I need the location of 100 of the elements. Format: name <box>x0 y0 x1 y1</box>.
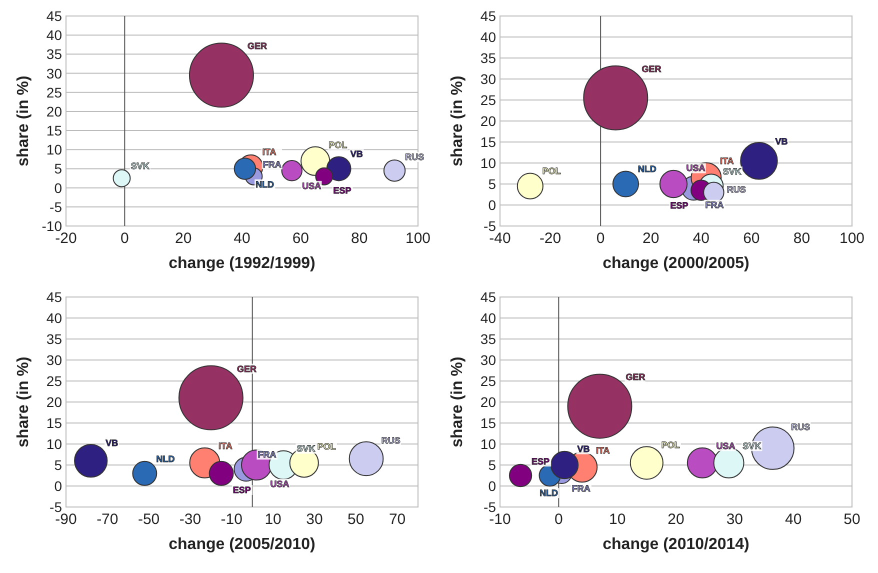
y-tick-label: 15 <box>480 415 496 431</box>
y-tick-label: 15 <box>46 415 62 431</box>
y-tick-label: 40 <box>480 29 496 45</box>
x-tick-label: 80 <box>793 230 810 247</box>
series-label: RUS <box>381 436 400 446</box>
x-tick-label: 60 <box>292 230 310 247</box>
x-tick-label: 0 <box>596 230 605 247</box>
y-tick-label: 0 <box>488 478 496 494</box>
series-label: GER <box>642 64 662 74</box>
y-axis-title: share (in %) <box>449 356 466 448</box>
x-tick-label: 30 <box>306 511 323 528</box>
series-label: POL <box>542 166 562 176</box>
y-tick-label: -5 <box>484 499 496 515</box>
series-label: ITA <box>596 445 610 456</box>
series-label: RUS <box>726 184 746 194</box>
series-label: ITA <box>262 147 277 158</box>
x-tick-label: 70 <box>388 511 406 528</box>
y-tick-label: 30 <box>480 352 496 368</box>
y-tick-label: 25 <box>46 373 62 389</box>
y-tick-label: 10 <box>46 142 62 158</box>
y-tick-label: 20 <box>480 394 496 410</box>
y-tick-label: 45 <box>46 8 62 24</box>
series-label: RUS <box>405 152 424 162</box>
series-label: FRA <box>572 484 591 494</box>
y-tick-label: 25 <box>480 373 496 389</box>
x-tick-label: 100 <box>405 230 431 247</box>
x-axis-title: change (1992/1999) <box>168 255 316 272</box>
y-tick-label: 20 <box>46 394 62 410</box>
y-axis-title: share (in %) <box>449 76 466 166</box>
series-label: POL <box>661 440 680 450</box>
x-tick-label: 20 <box>668 511 684 528</box>
series-label: USA <box>270 478 290 489</box>
series-label: VB <box>577 444 590 454</box>
x-tick-label: 40 <box>692 230 710 247</box>
x-tick-label: 40 <box>234 230 250 247</box>
y-tick-label: 0 <box>54 180 62 196</box>
y-tick-label: 45 <box>480 8 496 24</box>
series-label: NLD <box>156 454 176 464</box>
x-tick-label: -70 <box>96 511 118 528</box>
series-label: ITA <box>720 156 734 166</box>
series-label: GER <box>248 41 268 52</box>
y-tick-label: 5 <box>488 457 496 473</box>
y-tick-label: 10 <box>46 436 62 452</box>
series-label: FRA <box>262 159 282 170</box>
x-tick-label: 20 <box>174 230 192 247</box>
x-axis-title: change (2005/2010) <box>168 536 316 553</box>
y-tick-label: 45 <box>46 289 62 305</box>
x-tick-label: 10 <box>608 511 626 528</box>
y-tick-label: 30 <box>480 71 496 87</box>
series-label: NLD <box>540 488 559 498</box>
y-axis-title: share (in %) <box>15 76 32 166</box>
y-tick-label: -5 <box>50 198 62 215</box>
y-tick-label: 10 <box>480 436 496 452</box>
x-tick-label: 0 <box>120 230 129 247</box>
y-tick-label: 25 <box>46 84 62 100</box>
x-tick-label: 50 <box>844 511 860 528</box>
y-tick-label: 35 <box>480 331 496 347</box>
x-tick-label: -30 <box>179 511 202 528</box>
series-label: USA <box>302 180 322 191</box>
series-label: SVK <box>742 441 762 452</box>
y-tick-label: 0 <box>54 478 62 494</box>
series-label: ESP <box>670 200 688 211</box>
y-tick-label: 5 <box>54 457 62 473</box>
series-label: POL <box>317 442 336 452</box>
x-tick-label: -50 <box>138 511 160 528</box>
y-tick-label: 40 <box>46 310 62 326</box>
series-label: NLD <box>256 179 275 190</box>
series-label: VB <box>350 149 364 160</box>
y-tick-label: 35 <box>46 46 62 62</box>
series-label: GER <box>626 372 646 382</box>
series-label: ESP <box>333 185 352 196</box>
x-tick-label: -20 <box>539 230 562 247</box>
x-axis-title: change (2000/2005) <box>602 255 750 272</box>
y-tick-label: 35 <box>480 50 496 66</box>
series-label: SVK <box>722 166 742 176</box>
series-label: RUS <box>791 422 810 432</box>
y-tick-label: 35 <box>46 331 62 347</box>
series-label: ITA <box>218 441 233 452</box>
y-tick-label: 20 <box>480 113 496 129</box>
series-label: USA <box>716 441 736 452</box>
y-tick-label: 5 <box>488 176 496 192</box>
x-tick-label: 20 <box>642 230 660 247</box>
y-tick-label: 0 <box>488 197 496 213</box>
series-label: GER <box>236 364 257 374</box>
series-label: SVK <box>296 444 316 454</box>
series-label: ESP <box>532 456 550 467</box>
x-tick-label: 0 <box>554 511 563 528</box>
y-tick-label: 5 <box>54 160 62 177</box>
series-label: SVK <box>130 161 150 172</box>
y-tick-label: 25 <box>480 92 496 108</box>
x-tick-label: 80 <box>350 230 368 247</box>
series-label: USA <box>686 163 706 174</box>
series-label: VB <box>775 136 788 147</box>
y-tick-label: 30 <box>46 65 62 82</box>
y-tick-label: 15 <box>46 122 62 139</box>
x-axis-title: change (2010/2014) <box>602 536 750 553</box>
x-tick-label: 40 <box>784 511 802 528</box>
series-label: ESP <box>232 485 251 496</box>
series-label: POL <box>328 140 348 150</box>
x-tick-label: 100 <box>839 230 865 247</box>
